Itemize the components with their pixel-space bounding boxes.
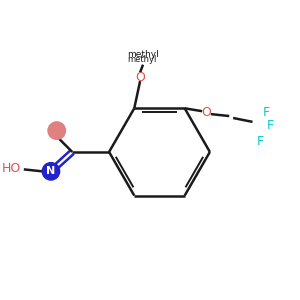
Text: O: O	[135, 71, 145, 84]
Text: methyl: methyl	[127, 55, 157, 64]
Circle shape	[42, 163, 60, 180]
Text: F: F	[257, 135, 264, 148]
Text: F: F	[262, 106, 270, 119]
Text: HO: HO	[2, 162, 21, 175]
Text: F: F	[266, 119, 274, 132]
Text: N: N	[46, 166, 56, 176]
Circle shape	[48, 122, 65, 139]
Text: O: O	[201, 106, 211, 119]
Text: methyl: methyl	[127, 50, 159, 59]
